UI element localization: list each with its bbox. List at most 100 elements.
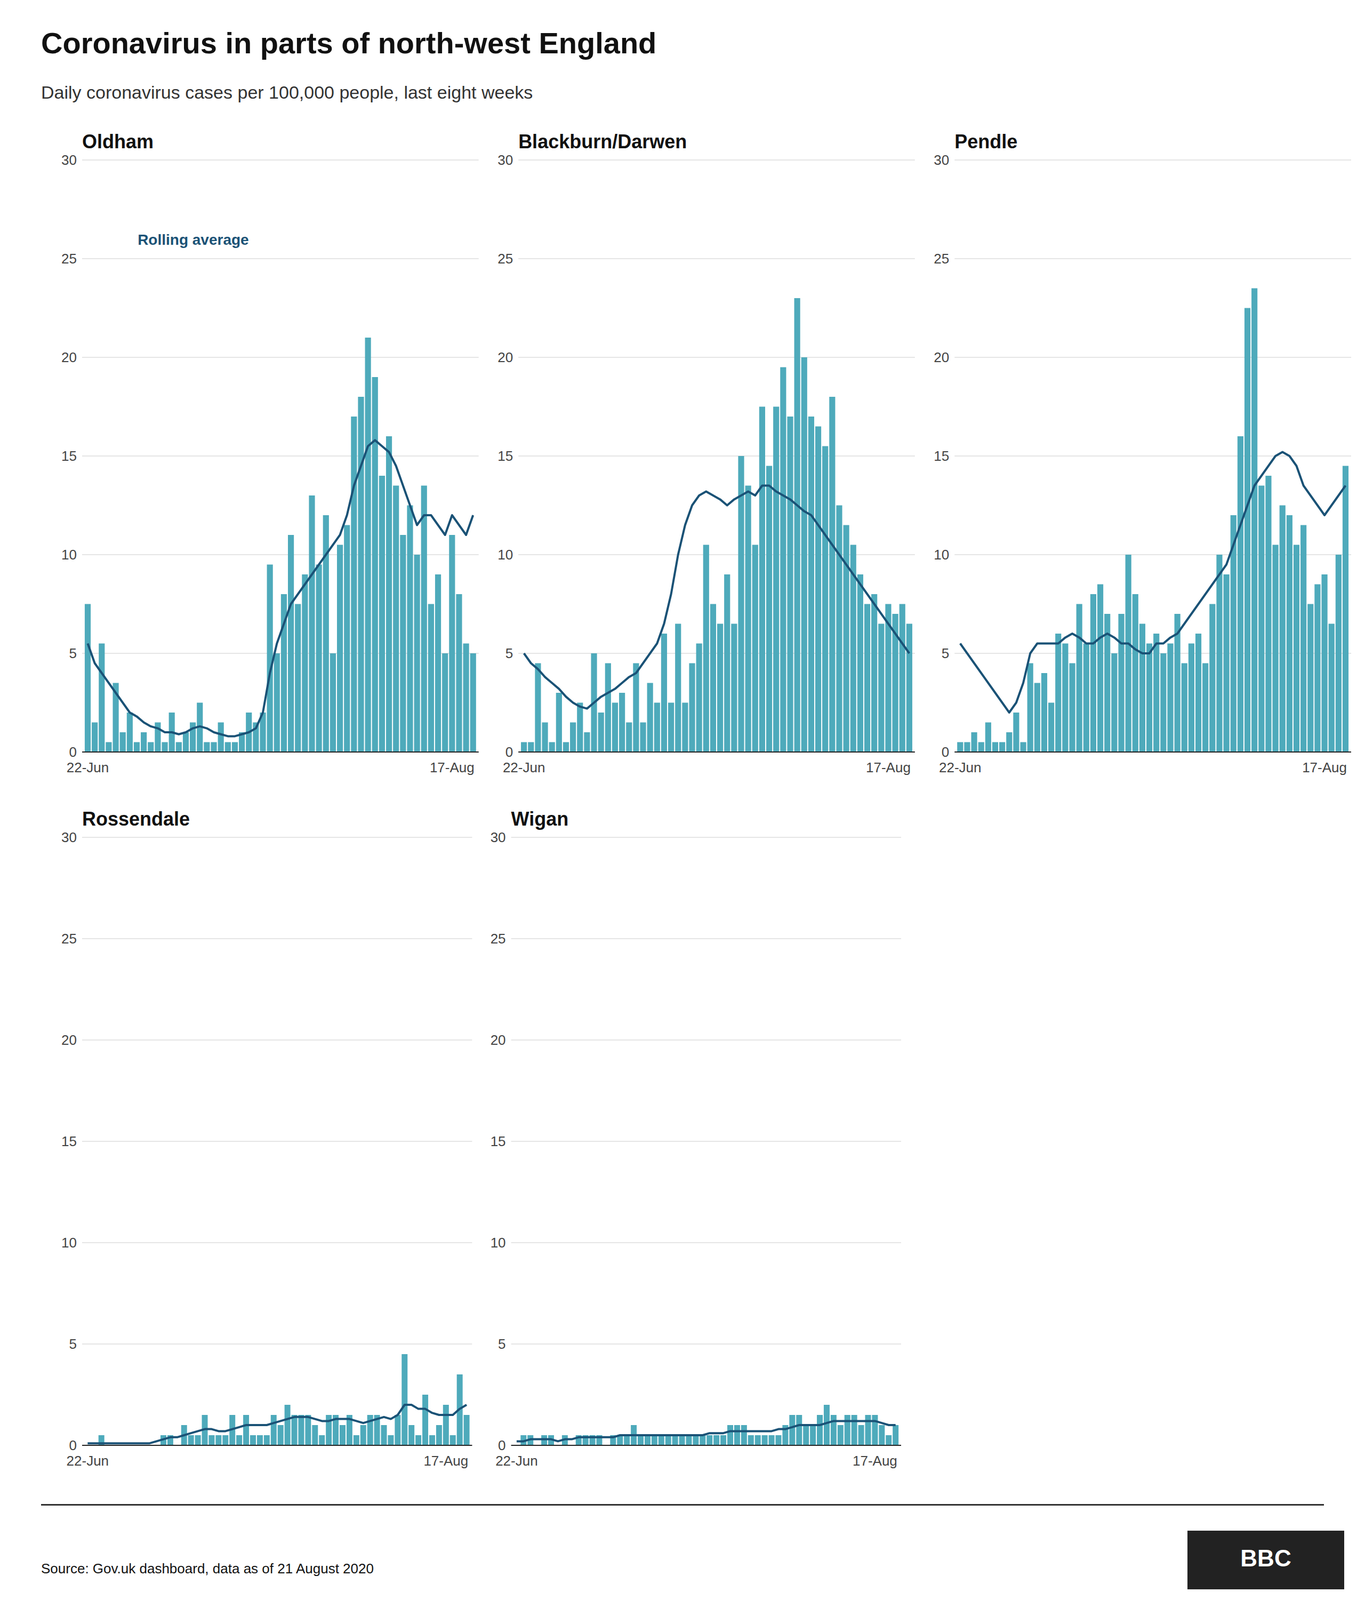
bar [1069,663,1075,753]
bar [970,732,977,752]
bar [236,1434,243,1445]
bar [222,1434,229,1445]
bar [696,643,703,753]
bar [428,604,435,753]
bar [1251,288,1258,753]
bar [436,1424,443,1445]
bar [330,653,336,752]
bar [823,1404,830,1445]
bar [218,722,224,753]
bar [298,1414,304,1445]
x-axis [518,751,915,753]
bar [703,544,710,753]
bar [549,742,556,753]
x-tick-label: 17-Aug [429,759,475,776]
bar [463,643,470,753]
bar [768,1434,775,1445]
bar [857,574,864,752]
bar [809,1424,816,1445]
grid-line [518,356,915,358]
bar [316,564,323,753]
bar [978,742,985,753]
bar [843,525,850,753]
bar [443,1404,449,1445]
grid-line [954,159,1352,161]
title: Coronavirus in parts of north-west Engla… [41,26,657,60]
x-tick-label: 17-Aug [865,759,911,776]
y-tick-label: 10 [490,1234,507,1251]
bar [182,732,189,752]
bar [225,742,231,753]
bar [392,485,399,753]
bar [688,663,695,753]
grid-line [82,1140,472,1142]
bar [583,732,590,752]
y-tick-label: 10 [933,546,950,563]
bar [1020,742,1026,753]
subtitle: Daily coronavirus cases per 100,000 peop… [41,82,533,103]
bar [731,623,737,753]
y-tick-label: 20 [490,1031,507,1048]
y-tick-label: 25 [933,250,950,267]
bar [706,1434,713,1445]
bar [270,1414,277,1445]
panel-title: Blackburn/Darwen [518,130,687,153]
separator [41,1503,1324,1506]
bar [899,604,906,753]
bar [759,406,766,753]
bar [357,396,364,752]
bar [210,742,217,753]
bar [1034,683,1041,753]
bar [119,732,126,752]
bar [1188,643,1195,753]
bar [1321,574,1328,752]
bar [837,1424,844,1445]
bar [339,1424,346,1445]
y-tick-label: 5 [498,1335,506,1352]
bar [724,574,730,752]
grid-line [82,1039,472,1041]
grid-line [954,258,1352,260]
y-tick-label: 30 [497,151,513,168]
y-tick-label: 30 [933,151,950,168]
bar [175,742,182,753]
x-axis [511,1444,902,1446]
bar [1083,643,1090,753]
bar [365,337,372,752]
bar [623,1434,630,1445]
y-tick-label: 20 [61,349,77,366]
brand: BBC [1240,1544,1291,1571]
y-tick-label: 0 [498,1436,506,1453]
bar [598,712,605,752]
bar [318,1434,325,1445]
chart: Coronavirus in parts of north-west Engla… [0,0,1365,1600]
source: Source: Gov.uk dashboard, data as of 21 … [41,1560,374,1577]
bar [274,653,280,752]
bar [816,1414,823,1445]
bar [350,416,357,752]
bar [133,742,140,753]
y-tick-label: 0 [69,1436,77,1453]
y-tick-label: 5 [941,645,950,662]
bar [576,702,583,753]
bar [789,1414,796,1445]
bar [379,475,385,752]
bar [761,1434,768,1445]
bar [992,742,999,753]
grid-line [511,1241,902,1243]
bar [787,416,793,752]
bar [748,1434,754,1445]
bar [147,742,154,753]
y-tick-label: 20 [497,349,513,366]
bar [668,702,674,753]
y-tick-label: 5 [69,1335,77,1352]
panel-title: Rossendale [82,807,190,830]
grid-line [518,455,915,457]
bar [871,593,878,752]
y-tick-label: 25 [490,930,507,947]
bar [605,663,612,753]
bar [830,1414,837,1445]
bar [885,1434,892,1445]
grid-line [954,751,1352,753]
bar [394,1414,401,1445]
